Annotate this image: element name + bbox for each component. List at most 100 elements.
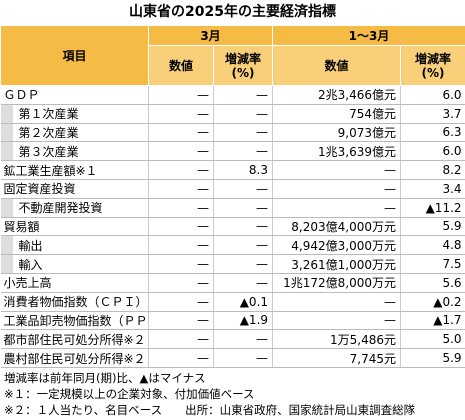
cell-value: 1兆172億8,000万元 [272, 273, 401, 293]
row-label: 農村部住民可処分所得※２ [0, 348, 149, 368]
cell-value: — [272, 179, 401, 199]
header-growth-line: (%) [231, 65, 255, 80]
cell-value: — [272, 292, 401, 312]
cell-value: — [148, 235, 214, 256]
header-growth: 増減率 (%) [400, 45, 465, 86]
header-growth-line: (%) [421, 65, 445, 80]
table-row: 輸入 — —3,261億1,000万元 7.5 [0, 254, 465, 274]
table-row: 不動産開発投資 — — — ▲11.2 [0, 198, 465, 218]
title: 山東省の2025年の主要経済指標 [129, 4, 336, 20]
row-label: 第３次産業 [0, 141, 149, 162]
cell-value: — [148, 273, 214, 293]
cell-value: — [148, 85, 214, 105]
cell-value: — [148, 123, 214, 143]
table-row: 鉱工業生産額※１—8.3—8.2 [0, 160, 465, 180]
cell-value: — [148, 179, 214, 199]
row-label: 輸出 [0, 235, 149, 256]
cell-value: ▲0.1 [212, 292, 273, 312]
header-item: 項目 [0, 25, 149, 86]
cell-value: ▲11.2 [400, 198, 465, 218]
cell-value: — [148, 141, 214, 162]
cell-value: — [148, 217, 214, 237]
cell-value: — [148, 348, 214, 368]
row-label: 不動産開発投資 [0, 198, 149, 218]
cell-value: 754億元 [272, 104, 401, 124]
header-growth: 増減率 (%) [212, 45, 274, 86]
table-row: 工業品卸売物価指数（ＰＰＩ）—▲1.9—▲1.7 [0, 311, 465, 331]
cell-value: 2兆3,466億元 [272, 85, 401, 105]
cell-value: 3,261億1,000万元 [272, 254, 401, 274]
cell-value: — [212, 217, 273, 237]
table-row: 貿易額 — —8,203億4,000万元 5.9 [0, 217, 465, 237]
cell-value: — [212, 198, 273, 218]
cell-value: — [212, 329, 273, 350]
notes: 増減率は前年同月(期)比、▲はマイナス ※１：一定規模以上の企業対象、付加価値ベー… [4, 370, 415, 418]
cell-value: — [148, 292, 214, 312]
cell-value: 6.0 [400, 141, 465, 162]
cell-value: 9,073億元 [272, 123, 401, 143]
table-row: ＧＤＰ — —2兆3,466億元 6.0 [0, 85, 465, 105]
header-period: 3月 [147, 25, 274, 46]
cell-value: — [212, 179, 273, 199]
cell-value: 5.6 [400, 273, 465, 293]
cell-value: — [272, 311, 401, 331]
header-value: 数値 [272, 45, 402, 86]
cell-value: ▲1.9 [212, 311, 273, 331]
cell-value: — [148, 160, 214, 180]
cell-value: — [148, 311, 214, 331]
cell-value: — [212, 123, 273, 143]
table: 項目 3月 1～3月 数値 増減率 (%) 数値 増減率 (%) ＧＤＰ — —2兆3,… [0, 25, 465, 368]
cell-value: 1兆3,639億元 [272, 141, 401, 162]
cell-value: 5.9 [400, 217, 465, 237]
cell-value: 7,745元 [272, 348, 401, 368]
cell-value: — [148, 254, 214, 274]
row-label: 貿易額 [0, 217, 149, 237]
cell-value: 5.0 [400, 329, 465, 350]
cell-value: — [212, 85, 273, 105]
table-row: 消費者物価指数（ＣＰＩ） — ▲0.1— ▲0.2 [0, 292, 465, 312]
row-label: 工業品卸売物価指数（ＰＰＩ） [0, 311, 149, 331]
cell-value: 3.4 [400, 179, 465, 199]
table-row: 第１次産業 — —754億元 3.7 [0, 104, 465, 124]
cell-value: 6.3 [400, 123, 465, 143]
table-row: 第２次産業 — —9,073億元 6.3 [0, 123, 465, 143]
row-label: 消費者物価指数（ＣＰＩ） [0, 292, 149, 312]
cell-value: — [148, 329, 214, 350]
header-growth-line: 増減率 [225, 51, 262, 66]
row-label: 第１次産業 [0, 104, 149, 124]
row-label: 第２次産業 [0, 123, 149, 143]
cell-value: 8,203億4,000万元 [272, 217, 401, 237]
row-label: ＧＤＰ [0, 85, 149, 105]
cell-value: — [212, 235, 273, 256]
row-label: 固定資産投資 [0, 179, 149, 199]
cell-value: 4.8 [400, 235, 465, 256]
cell-value: ▲0.2 [400, 292, 465, 312]
cell-value: — [272, 198, 401, 218]
cell-value: — [212, 348, 273, 368]
cell-value: ▲1.7 [400, 311, 465, 331]
table-body: ＧＤＰ — —2兆3,466億元 6.0 第１次産業 — —754億元 3.7 第２次産業 — —9… [0, 85, 465, 368]
header-value: 数値 [148, 45, 214, 86]
note: ※１：一定規模以上の企業対象、付加価値ベース [4, 387, 255, 401]
cell-value: — [148, 104, 214, 124]
row-label: 小売上高 [0, 273, 149, 293]
cell-value: 8.2 [400, 160, 465, 180]
cell-value: 1万5,486元 [272, 329, 401, 350]
cell-value: — [212, 104, 273, 124]
cell-value: 4,942億3,000万元 [272, 235, 401, 256]
cell-value: 7.5 [400, 254, 465, 274]
table-row: 都市部住民可処分所得※２— —1万5,486元 5.0 [0, 329, 465, 350]
header-growth-line: 増減率 [415, 51, 452, 66]
row-label: 都市部住民可処分所得※２ [0, 329, 149, 350]
table-row: 小売上高 — —1兆172億8,000万元 5.6 [0, 273, 465, 293]
cell-value: 3.7 [400, 104, 465, 124]
cell-value: 8.3 [212, 160, 273, 180]
cell-value: 5.9 [400, 348, 465, 368]
note: ※２：１人当たり、名目ベース 出所：山東省政府、国家統計局山東調査総隊 [4, 403, 416, 417]
cell-value: — [212, 254, 273, 274]
row-label: 鉱工業生産額※１ [0, 160, 149, 180]
cell-value: — [148, 198, 214, 218]
table-row: 第３次産業 — —1兆3,639億元 6.0 [0, 141, 465, 162]
cell-value: — [212, 141, 273, 162]
